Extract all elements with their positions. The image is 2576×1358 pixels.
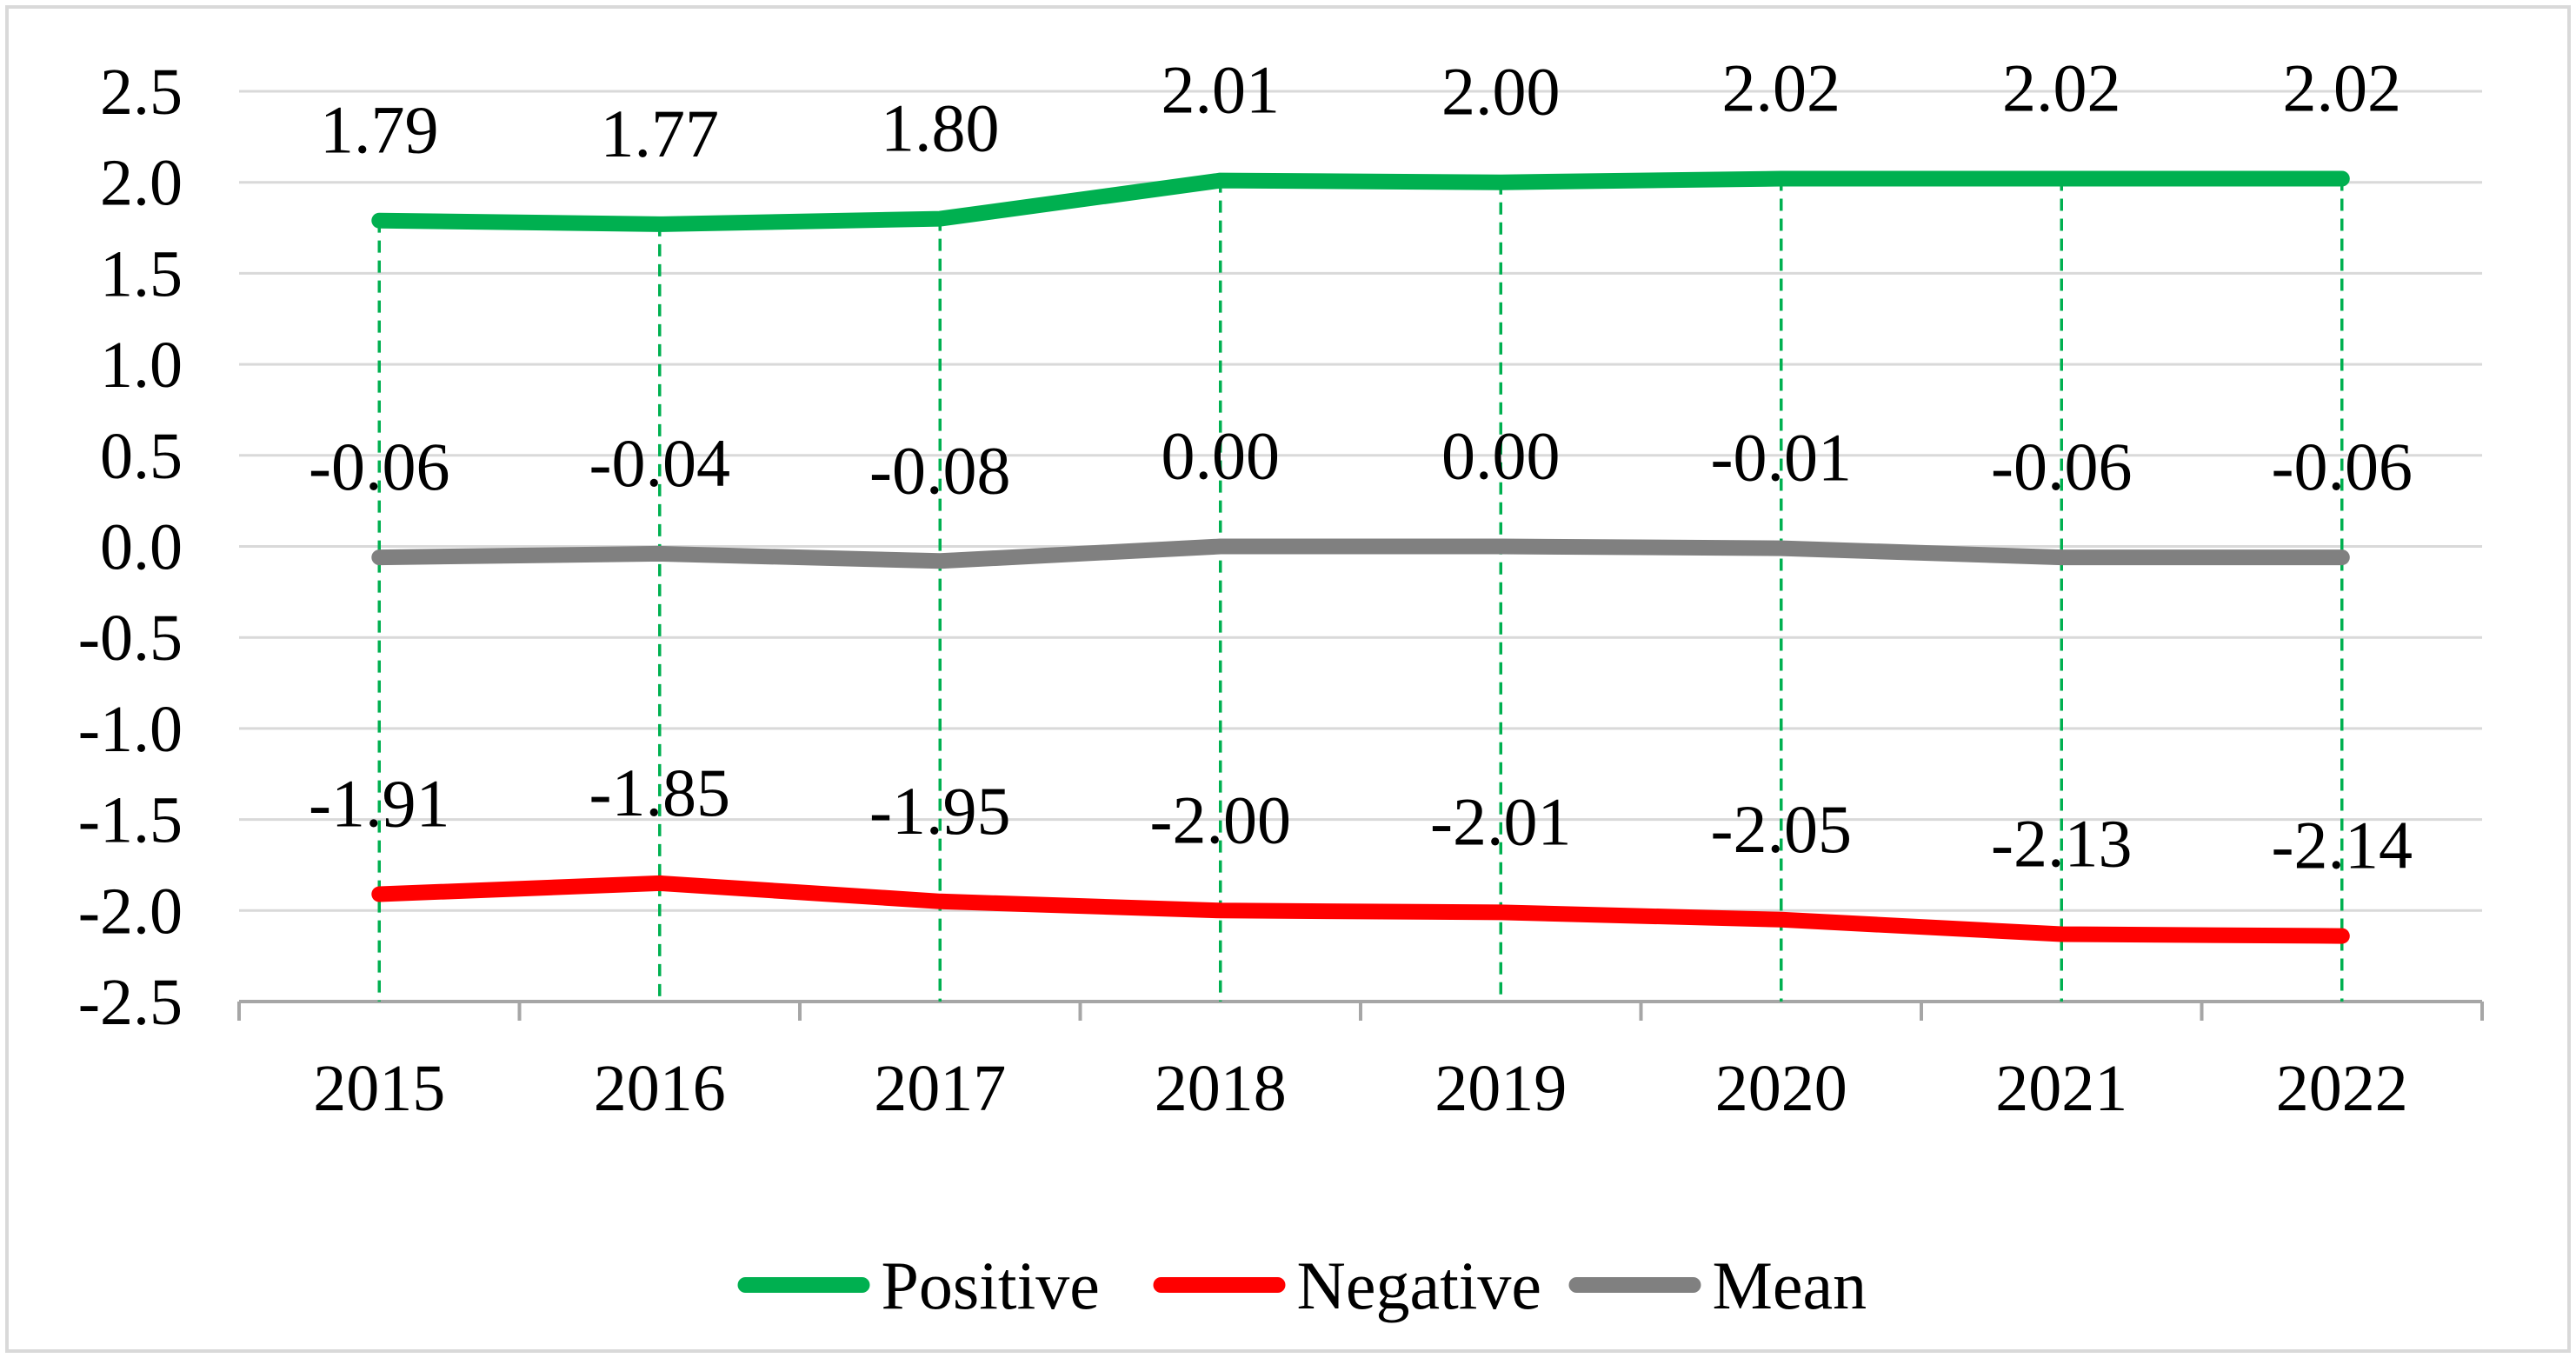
series-line-negative <box>371 875 2350 944</box>
data-label-negative: -2.00 <box>1150 782 1291 857</box>
data-label-positive: 1.79 <box>320 92 439 168</box>
axes: 2.5 2.0 1.5 1.0 0.5 0.0 -0.5 -1.0 -1.5 -2.0 -2.5 20… <box>78 56 2484 1125</box>
x-tick-label: 2019 <box>1434 1052 1567 1125</box>
legend-item-mean[interactable]: Mean <box>1568 1248 1867 1323</box>
data-label-mean: -0.08 <box>869 432 1010 508</box>
y-tick-label: 2.0 <box>100 147 183 220</box>
data-label-mean: -0.04 <box>589 425 730 501</box>
drop-lines <box>377 178 2344 1002</box>
y-tick-label: -0.5 <box>78 602 183 675</box>
data-label-negative: -2.01 <box>1430 783 1571 859</box>
data-label-positive: 2.01 <box>1162 52 1281 128</box>
y-tick-label: 0.0 <box>100 511 183 584</box>
y-tick-label: -2.5 <box>78 966 183 1039</box>
series-line-positive <box>371 170 2350 232</box>
data-label-negative: -1.91 <box>309 765 449 841</box>
x-tick-label: 2016 <box>594 1052 726 1125</box>
y-tick-label: 1.0 <box>100 329 183 402</box>
gridlines <box>239 90 2482 912</box>
x-tick-label: 2020 <box>1715 1052 1847 1125</box>
x-tick-label: 2017 <box>874 1052 1006 1125</box>
data-label-positive: 1.80 <box>881 90 1000 166</box>
data-labels: 1.79 1.77 1.80 2.01 2.00 2.02 2.02 2.02 -1.91 -1.… <box>309 50 2413 883</box>
series-lines <box>371 170 2350 944</box>
chart-frame <box>5 5 2571 1353</box>
data-label-negative: -2.13 <box>1991 806 2132 882</box>
data-label-mean: -0.06 <box>309 429 449 504</box>
data-label-mean: 0.00 <box>1162 418 1281 494</box>
x-tick-label: 2015 <box>313 1052 445 1125</box>
data-label-negative: -2.05 <box>1711 791 1852 867</box>
legend-item-negative[interactable]: Negative <box>1153 1248 1542 1323</box>
data-label-negative: -2.14 <box>2272 808 2413 883</box>
y-tick-label: 0.5 <box>100 420 183 493</box>
data-label-positive: 2.02 <box>1722 50 1841 126</box>
data-label-mean: -0.06 <box>2272 429 2413 504</box>
y-tick-label: 2.5 <box>100 56 183 129</box>
data-label-negative: -1.95 <box>869 773 1010 849</box>
data-label-positive: 2.00 <box>1441 54 1561 130</box>
data-label-negative: -1.85 <box>589 755 730 830</box>
y-tick-label: 1.5 <box>100 237 183 310</box>
x-tick-label: 2022 <box>2276 1052 2408 1125</box>
data-label-mean: -0.06 <box>1991 429 2132 504</box>
data-label-mean: -0.01 <box>1711 420 1852 496</box>
legend-label-negative: Negative <box>1297 1248 1542 1323</box>
legend: Positive Negative Mean <box>737 1248 1867 1323</box>
legend-item-positive[interactable]: Positive <box>737 1248 1100 1323</box>
series-line-mean <box>371 538 2350 569</box>
y-tick-label: -1.0 <box>78 693 183 766</box>
legend-label-mean: Mean <box>1713 1248 1867 1323</box>
data-label-positive: 2.02 <box>2283 50 2402 126</box>
y-tick-label: -2.0 <box>78 875 183 948</box>
data-label-positive: 1.77 <box>601 96 720 171</box>
legend-label-positive: Positive <box>882 1248 1100 1323</box>
x-tick-label: 2021 <box>1995 1052 2127 1125</box>
data-label-mean: 0.00 <box>1441 418 1561 494</box>
x-tick-label: 2018 <box>1155 1052 1287 1125</box>
data-label-positive: 2.02 <box>2002 50 2121 126</box>
y-tick-label: -1.5 <box>78 784 183 857</box>
